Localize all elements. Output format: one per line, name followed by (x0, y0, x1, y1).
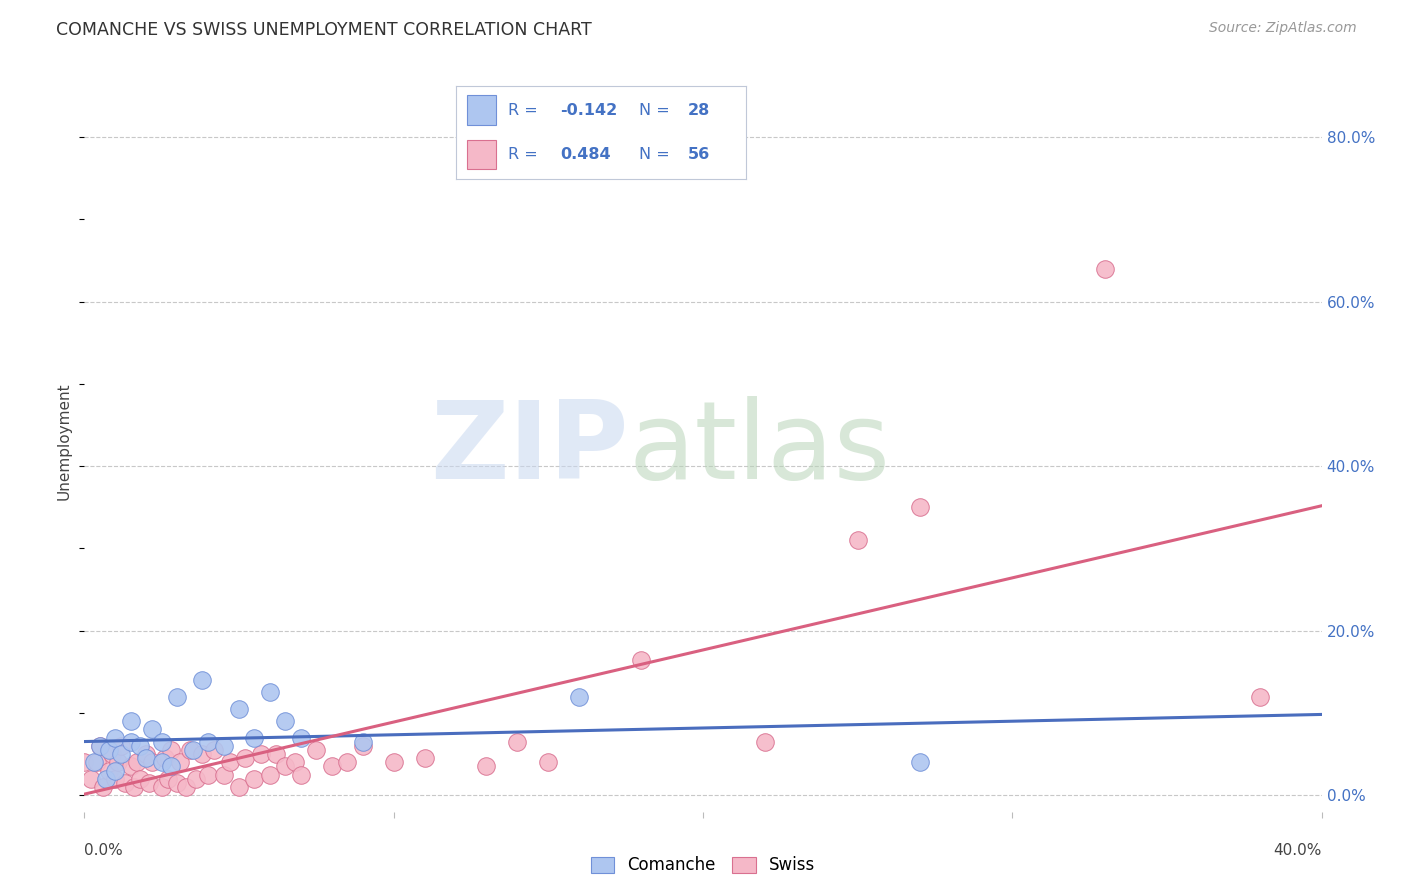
Point (274, 759, 297, 773)
Point (122, 780, 145, 794)
Point (94, 772, 117, 786)
Point (101, 747, 124, 761)
Point (290, 731, 312, 745)
Point (336, 756, 359, 770)
Point (73, 756, 96, 770)
Point (259, 767, 281, 781)
Y-axis label: Unemployment: Unemployment (56, 383, 72, 500)
Point (120, 714, 142, 729)
Point (305, 743, 328, 757)
Point (191, 747, 214, 761)
Point (89, 739, 111, 753)
Point (89, 739, 111, 753)
Point (150, 756, 173, 770)
Point (846, 533, 869, 548)
Point (184, 772, 207, 786)
Text: atlas: atlas (628, 396, 891, 502)
Point (156, 772, 179, 786)
Point (413, 751, 436, 765)
Point (212, 739, 235, 753)
Point (352, 735, 374, 749)
Point (125, 756, 148, 770)
Point (179, 743, 201, 757)
Point (630, 652, 652, 666)
Point (1249, 690, 1271, 704)
Point (352, 739, 374, 753)
Point (135, 751, 157, 765)
Point (83, 756, 105, 770)
Point (166, 776, 188, 790)
Point (197, 767, 219, 781)
Point (110, 739, 132, 753)
Point (160, 759, 183, 773)
Point (135, 747, 157, 761)
Point (150, 735, 173, 749)
Point (475, 759, 498, 773)
Legend: Comanche, Swiss: Comanche, Swiss (583, 850, 823, 881)
Point (110, 747, 132, 761)
Point (274, 714, 297, 729)
Point (98, 743, 121, 757)
Point (107, 756, 129, 770)
Point (104, 772, 127, 786)
Point (91, 780, 114, 794)
Point (114, 776, 136, 790)
Point (150, 780, 173, 794)
Point (754, 735, 776, 749)
Text: Source: ZipAtlas.com: Source: ZipAtlas.com (1209, 21, 1357, 35)
Point (243, 772, 266, 786)
Point (568, 690, 591, 704)
Point (176, 780, 198, 794)
Point (191, 673, 214, 687)
Point (321, 759, 343, 773)
Point (129, 739, 152, 753)
Point (141, 723, 163, 737)
Point (79, 772, 101, 786)
Point (104, 764, 127, 778)
Point (537, 756, 560, 770)
Text: 0.0%: 0.0% (84, 843, 124, 858)
Point (290, 767, 312, 781)
Text: COMANCHE VS SWISS UNEMPLOYMENT CORRELATION CHART: COMANCHE VS SWISS UNEMPLOYMENT CORRELATI… (56, 21, 592, 38)
Point (1094, 261, 1116, 276)
Point (249, 747, 271, 761)
Point (138, 776, 160, 790)
Text: ZIP: ZIP (430, 396, 628, 502)
Point (197, 735, 219, 749)
Point (243, 731, 266, 745)
Point (218, 756, 240, 770)
Point (284, 756, 307, 770)
Point (120, 759, 142, 773)
Point (264, 747, 287, 761)
Point (166, 690, 188, 704)
Point (908, 756, 931, 770)
Point (160, 743, 183, 757)
Point (169, 756, 191, 770)
Point (153, 751, 176, 765)
Point (908, 500, 931, 515)
Point (228, 702, 250, 716)
Point (129, 772, 152, 786)
Point (98, 764, 121, 778)
Point (233, 751, 256, 765)
Point (212, 767, 235, 781)
Point (202, 743, 225, 757)
Point (506, 735, 529, 749)
Point (120, 735, 142, 749)
Point (382, 756, 405, 770)
Point (259, 685, 281, 699)
Point (141, 756, 163, 770)
Point (104, 731, 127, 745)
Point (228, 780, 250, 794)
Text: 40.0%: 40.0% (1274, 843, 1322, 858)
Point (181, 743, 204, 757)
Point (86, 756, 108, 770)
